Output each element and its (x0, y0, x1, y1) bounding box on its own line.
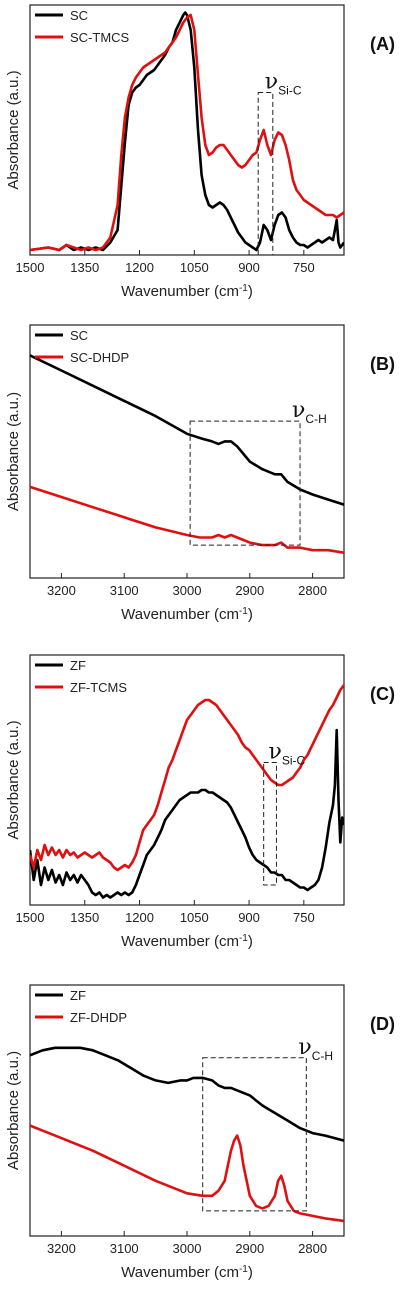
series-line-0 (30, 728, 344, 899)
x-axis-label-end: ) (248, 933, 253, 950)
x-tick-label: 1200 (125, 260, 154, 275)
x-tick-label: 3000 (173, 583, 202, 598)
x-tick-label: 2800 (298, 1241, 327, 1256)
x-tick-label: 1500 (16, 260, 45, 275)
x-axis-label-sup: -1 (239, 1264, 248, 1275)
legend-label-1: SC-TMCS (70, 30, 130, 45)
x-axis-label-end: ) (248, 1264, 253, 1281)
x-tick-label: 3000 (173, 1241, 202, 1256)
annotation-box (257, 92, 274, 256)
x-axis-label-end: ) (248, 283, 253, 300)
annotation-symbol: ν (268, 740, 281, 765)
annotation-subscript: C-H (305, 412, 326, 426)
plot-frame (29, 4, 345, 256)
x-axis-label-sup: -1 (239, 933, 248, 944)
annotation-label: νC-H (298, 1035, 333, 1063)
panel-label: (B) (370, 354, 395, 374)
panel-label: (A) (370, 34, 395, 54)
x-axis-label: Wavenumber (cm-1) (121, 606, 253, 624)
x-axis-label-sup: -1 (239, 283, 248, 294)
x-tick-label: 3100 (110, 583, 139, 598)
x-tick-label: 900 (238, 260, 260, 275)
series-line-1 (30, 684, 344, 872)
x-axis-label-main: Wavenumber (cm (121, 1264, 239, 1281)
x-axis-label: Wavenumber (cm-1) (121, 1264, 253, 1282)
x-axis-label: Wavenumber (cm-1) (121, 933, 253, 951)
annotation-subscript: C-H (312, 1049, 333, 1063)
x-tick-label: 1350 (70, 910, 99, 925)
x-axis-label-end: ) (248, 606, 253, 623)
x-tick-label: 1050 (180, 910, 209, 925)
panel-label: (D) (370, 1014, 395, 1034)
x-tick-label: 1050 (180, 260, 209, 275)
y-axis-label: Absorbance (a.u.) (5, 392, 22, 511)
series-line-0 (30, 354, 344, 506)
panel-label: (C) (370, 684, 395, 704)
panel-3: 3200 3100 3000 2900 2800 Wavenumber (cm-1) Abs… (5, 984, 395, 1282)
panel-1: 3200 3100 3000 2900 2800 Wavenumber (cm-1) Abs… (5, 324, 395, 624)
legend-label-0: SC (70, 8, 88, 23)
legend-label-0: SC (70, 328, 88, 343)
x-axis-label-main: Wavenumber (cm (121, 606, 239, 623)
series-line-0 (30, 11, 344, 252)
x-tick-label: 1200 (125, 910, 154, 925)
y-axis-label: Absorbance (a.u.) (5, 1051, 22, 1170)
series-line-0 (30, 1046, 344, 1142)
legend-label-1: SC-DHDP (70, 350, 129, 365)
annotation-box (263, 762, 277, 886)
annotation-label: νC-H (292, 398, 327, 426)
legend-label-1: ZF-TCMS (70, 680, 127, 695)
series-line-1 (30, 485, 344, 554)
annotation-box (189, 420, 301, 546)
annotation-box (202, 1057, 307, 1212)
x-axis-label-sup: -1 (239, 606, 248, 617)
x-tick-label: 3100 (110, 1241, 139, 1256)
series-line-1 (30, 1124, 344, 1223)
y-axis-label: Absorbance (a.u.) (5, 70, 22, 189)
x-tick-label: 2900 (235, 1241, 264, 1256)
series-line-1 (30, 13, 344, 252)
x-tick-label: 1350 (70, 260, 99, 275)
x-tick-label: 900 (238, 910, 260, 925)
annotation-symbol: ν (298, 1035, 311, 1060)
panel-0: 1500 1350 1200 1050 900 750 Wavenumber (cm-1) A… (5, 4, 395, 301)
plot-frame (29, 654, 345, 906)
x-tick-label: 750 (293, 910, 315, 925)
y-axis-label: Absorbance (a.u.) (5, 720, 22, 839)
annotation-label: νSi-C (268, 740, 305, 768)
x-tick-label: 750 (293, 260, 315, 275)
x-tick-label: 1500 (16, 910, 45, 925)
x-tick-label: 2900 (235, 583, 264, 598)
legend-label-1: ZF-DHDP (70, 1010, 127, 1025)
annotation-label: νSi-C (265, 70, 302, 98)
legend-label-0: ZF (70, 658, 86, 673)
x-tick-label: 2800 (298, 583, 327, 598)
x-axis-label-main: Wavenumber (cm (121, 933, 239, 950)
annotation-symbol: ν (292, 398, 305, 423)
x-axis-label: Wavenumber (cm-1) (121, 283, 253, 301)
annotation-subscript: Si-C (282, 754, 306, 768)
x-axis-label-main: Wavenumber (cm (121, 283, 239, 300)
panel-2: 1500 1350 1200 1050 900 750 Wavenumber (cm-1) A… (5, 654, 395, 951)
x-tick-label: 3200 (47, 583, 76, 598)
legend-label-0: ZF (70, 988, 86, 1003)
x-tick-label: 3200 (47, 1241, 76, 1256)
annotation-subscript: Si-C (278, 84, 302, 98)
annotation-symbol: ν (265, 70, 278, 95)
